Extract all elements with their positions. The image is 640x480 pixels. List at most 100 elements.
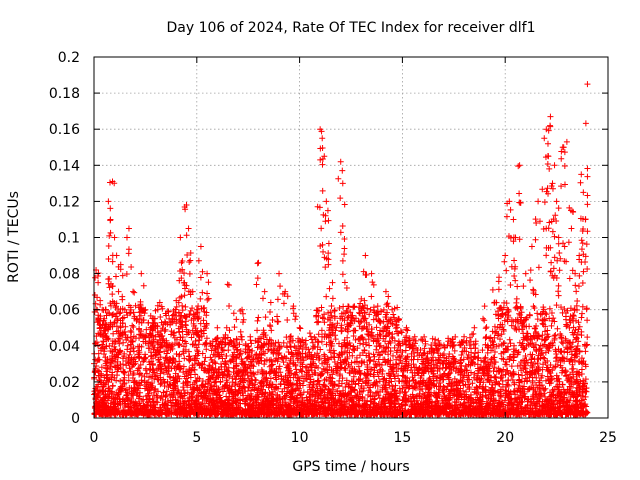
data-point [466, 334, 473, 341]
data-point [515, 349, 522, 356]
data-point [569, 369, 576, 376]
data-point [546, 305, 553, 312]
data-point [229, 375, 236, 382]
data-point [184, 389, 191, 396]
data-point [386, 329, 393, 336]
data-point [399, 372, 406, 379]
data-point [496, 381, 503, 388]
data-point [543, 311, 550, 318]
data-point [547, 379, 554, 386]
data-point [347, 309, 354, 316]
data-point [176, 358, 183, 365]
data-point [385, 351, 392, 358]
data-point [336, 305, 343, 312]
data-point [345, 361, 352, 368]
data-point [554, 325, 561, 332]
data-point [180, 348, 187, 355]
data-point [152, 385, 159, 392]
data-point [541, 341, 548, 348]
data-point [212, 360, 219, 367]
data-point [319, 399, 326, 406]
data-point [460, 374, 467, 381]
data-point [349, 352, 356, 359]
data-point [350, 343, 357, 350]
data-point [491, 364, 498, 371]
data-point [275, 339, 282, 346]
data-point [578, 332, 585, 339]
data-point [258, 357, 265, 364]
data-point [574, 342, 581, 349]
data-point [315, 353, 322, 360]
data-point [550, 364, 557, 371]
data-point [124, 342, 131, 349]
data-point [107, 302, 114, 309]
data-point [435, 399, 442, 406]
data-point [351, 303, 358, 310]
data-point [180, 369, 187, 376]
data-point [436, 366, 443, 373]
data-point [315, 319, 322, 326]
data-point [203, 335, 210, 342]
data-point [223, 393, 230, 400]
data-point [548, 322, 555, 329]
data-point [309, 339, 316, 346]
data-point [117, 378, 124, 385]
data-point [526, 323, 533, 330]
data-point [350, 373, 357, 380]
data-point [467, 369, 474, 376]
data-point [512, 323, 519, 330]
data-point [267, 369, 274, 376]
data-point [382, 345, 389, 352]
data-point [414, 392, 421, 399]
data-point [162, 326, 169, 333]
data-point [263, 336, 270, 343]
data-point [539, 372, 546, 379]
data-point [563, 323, 570, 330]
data-point [192, 337, 199, 344]
data-point [320, 315, 327, 322]
data-point [188, 334, 195, 341]
data-point [517, 311, 524, 318]
data-point [508, 322, 515, 329]
data-point [180, 387, 187, 394]
data-point [552, 355, 559, 362]
data-point [261, 350, 268, 357]
data-point [491, 348, 498, 355]
data-point [558, 334, 565, 341]
data-point [392, 360, 399, 367]
data-point [473, 390, 480, 397]
data-point [173, 303, 180, 310]
data-point [116, 340, 123, 347]
data-point [328, 302, 335, 309]
data-point [519, 322, 526, 329]
data-point [551, 336, 558, 343]
data-point [181, 355, 188, 362]
data-point [491, 323, 498, 330]
data-point [127, 327, 134, 334]
data-point [144, 387, 151, 394]
data-point [530, 386, 537, 393]
data-point [534, 316, 541, 323]
data-point [129, 322, 136, 329]
data-point [495, 342, 502, 349]
data-point [458, 352, 465, 359]
data-point [237, 348, 244, 355]
data-point [276, 363, 283, 370]
data-point [269, 367, 276, 374]
data-point [180, 384, 187, 391]
data-point [352, 327, 359, 334]
data-point [394, 304, 401, 311]
data-point [189, 362, 196, 369]
data-point [498, 392, 505, 399]
data-point [314, 377, 321, 384]
data-point [366, 342, 373, 349]
data-point [93, 393, 100, 400]
data-point [104, 371, 111, 378]
data-point [179, 302, 186, 309]
data-point [400, 373, 407, 380]
data-point [345, 303, 352, 310]
data-point [143, 370, 150, 377]
data-point [187, 307, 194, 314]
data-point [507, 340, 514, 347]
